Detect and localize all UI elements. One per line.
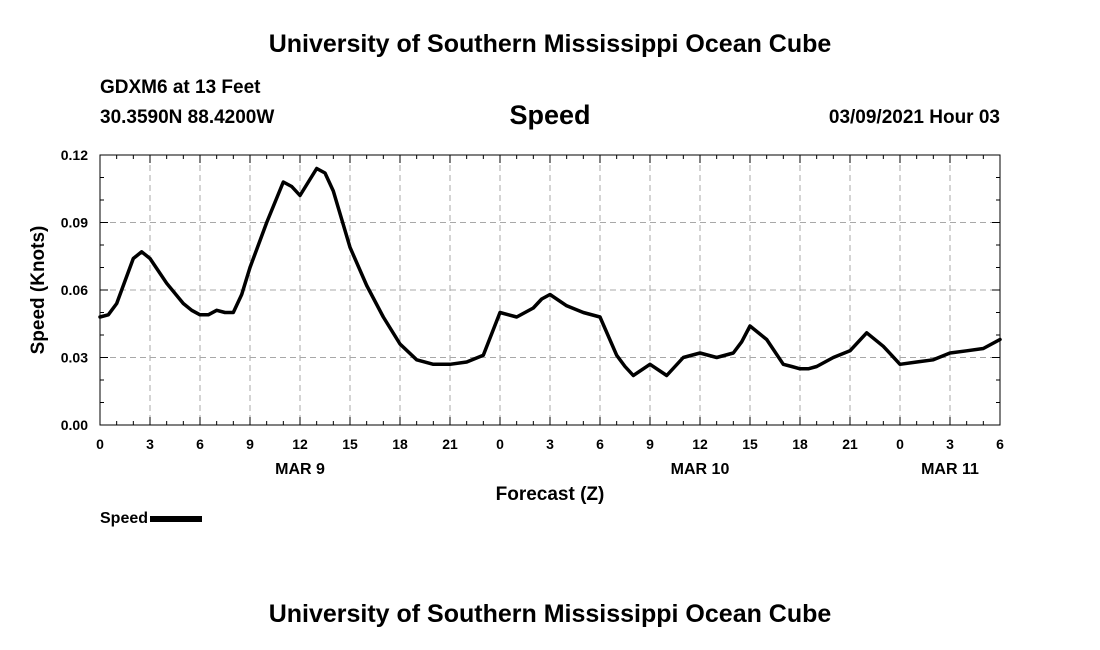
grid (100, 155, 1000, 425)
y-axis-label: Speed (Knots) (28, 226, 49, 355)
x-tick-label: 18 (792, 436, 808, 452)
x-axis-label: Forecast (Z) (496, 484, 605, 505)
legend: Speed (100, 510, 203, 528)
station-coordinates: 30.3590N 88.4200W (100, 107, 275, 128)
page-title-bottom: University of Southern Mississippi Ocean… (268, 600, 832, 628)
x-tick-label: 6 (996, 436, 1004, 452)
x-tick-label: 9 (246, 436, 254, 452)
legend-label: Speed (100, 510, 149, 527)
x-tick-label: 3 (946, 436, 954, 452)
x-tick-label: 0 (896, 436, 904, 452)
speed-series-line (98, 166, 1002, 378)
axis-tick-labels: 0 3 6 9 12 15 18 21 0 3 6 9 12 15 18 21 0 3 6 0.00 0.03 0.06 0… (61, 147, 1004, 478)
x-tick-label: 12 (692, 436, 708, 452)
y-tick-label: 0.06 (61, 282, 88, 298)
y-tick-label: 0.09 (61, 215, 88, 231)
x-tick-label: 9 (646, 436, 654, 452)
station-label: GDXM6 at 13 Feet (100, 77, 261, 98)
x-tick-label: 0 (496, 436, 504, 452)
x-tick-label: 0 (96, 436, 104, 452)
forecast-date: 03/09/2021 Hour 03 (828, 107, 1000, 128)
day-label: MAR 10 (671, 461, 730, 478)
x-tick-label: 21 (442, 436, 458, 452)
y-tick-label: 0.12 (61, 147, 88, 163)
y-tick-label: 0.00 (61, 417, 88, 433)
x-tick-label: 3 (146, 436, 154, 452)
x-tick-label: 6 (196, 436, 204, 452)
x-tick-label: 18 (392, 436, 408, 452)
x-tick-label: 6 (596, 436, 604, 452)
x-tick-label: 15 (342, 436, 358, 452)
axis-ticks (99, 154, 1001, 426)
chart-title: Speed (509, 100, 591, 130)
x-tick-label: 12 (292, 436, 308, 452)
y-tick-label: 0.03 (61, 350, 88, 366)
x-tick-label: 15 (742, 436, 758, 452)
legend-line-swatch (150, 516, 203, 522)
day-label: MAR 11 (921, 461, 979, 478)
page-title-top: University of Southern Mississippi Ocean… (268, 30, 832, 58)
day-label: MAR 9 (275, 461, 325, 478)
x-tick-label: 21 (842, 436, 858, 452)
x-tick-label: 3 (546, 436, 554, 452)
